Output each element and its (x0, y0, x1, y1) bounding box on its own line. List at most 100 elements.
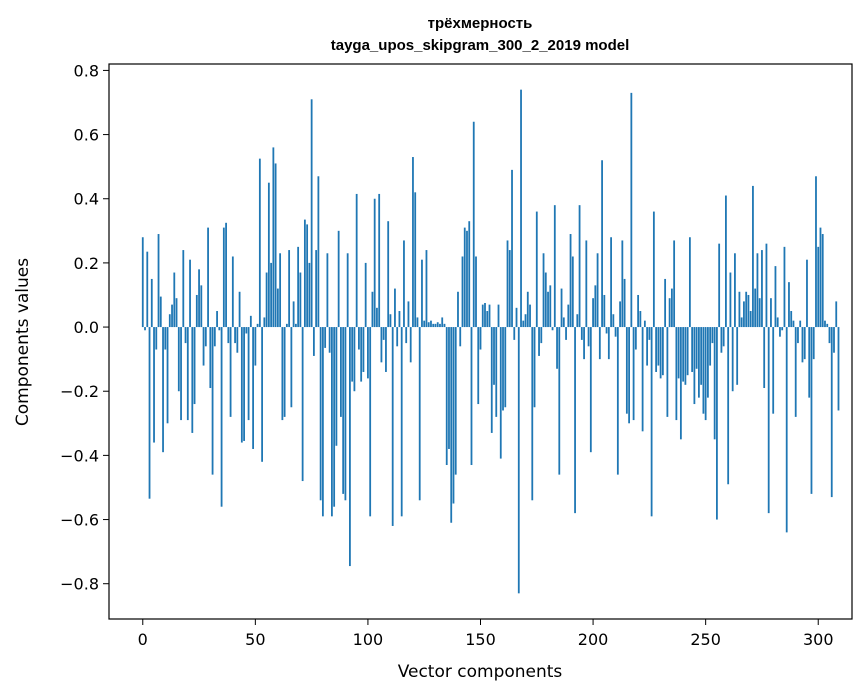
x-tick-label: 100 (353, 630, 384, 649)
bar (758, 298, 761, 328)
bar (222, 227, 225, 328)
bar (576, 314, 579, 328)
bar (409, 327, 412, 363)
bar (243, 327, 245, 441)
bar (389, 314, 392, 328)
bar (722, 327, 725, 347)
bar (801, 327, 804, 363)
bar (743, 301, 745, 328)
bar (229, 327, 232, 417)
bar (202, 327, 205, 366)
bar (668, 298, 671, 328)
bar (779, 327, 781, 337)
bar (835, 301, 838, 328)
bar (686, 327, 689, 376)
bar (524, 314, 527, 328)
bar (445, 327, 448, 466)
bar (652, 211, 655, 328)
bar (355, 193, 358, 328)
bar (256, 323, 259, 328)
bar (770, 298, 772, 328)
bar (249, 315, 252, 328)
bar (299, 272, 302, 328)
bar (328, 327, 331, 353)
bar (321, 327, 324, 517)
bar (144, 327, 146, 331)
bar (358, 327, 360, 350)
bar (484, 303, 486, 328)
bar (204, 327, 207, 347)
bar (639, 311, 642, 328)
bar (826, 323, 829, 328)
bar (177, 327, 180, 392)
bar (198, 269, 200, 328)
bar (288, 250, 291, 328)
bar (450, 327, 453, 523)
bar (454, 327, 457, 475)
bar (765, 243, 768, 328)
bar (405, 327, 408, 344)
bar (571, 256, 574, 328)
bar (605, 327, 608, 334)
chart-subtitle: tayga_upos_skipgram_300_2_2019 model (331, 37, 630, 54)
bar (443, 323, 446, 328)
bar (774, 266, 777, 328)
bar (493, 327, 495, 385)
x-tick-label: 300 (803, 630, 834, 649)
plot-frame (108, 63, 853, 620)
bar (376, 307, 378, 328)
bar (245, 327, 248, 334)
bar (387, 221, 390, 328)
bar (324, 327, 327, 348)
bar (598, 327, 601, 360)
bar (781, 327, 784, 331)
bar (830, 327, 833, 498)
bar (556, 327, 558, 369)
bar (702, 327, 705, 414)
bar (497, 304, 500, 328)
bar (166, 327, 169, 424)
y-axis-label: Components values (13, 258, 33, 426)
bar (828, 327, 831, 344)
bar (362, 327, 365, 372)
bar (749, 311, 752, 328)
bar (360, 327, 363, 382)
bar (792, 320, 795, 328)
y-tick-label: 0.4 (74, 190, 99, 209)
bar (265, 272, 268, 328)
bar (655, 327, 658, 372)
bar (148, 327, 151, 499)
x-tick-label: 200 (578, 630, 609, 649)
bar (810, 327, 813, 494)
bar (529, 304, 531, 328)
bar (508, 250, 511, 328)
bar (340, 327, 342, 417)
bar (281, 327, 284, 421)
bar (425, 250, 428, 328)
bar (159, 296, 162, 328)
bar (403, 240, 405, 328)
bar (799, 320, 802, 328)
bar (540, 327, 543, 344)
bar (261, 327, 263, 462)
bar (292, 301, 295, 328)
x-axis-ticks: 0 50 100 150 200 250 300 (138, 619, 834, 649)
y-tick-label: −0.4 (60, 446, 99, 465)
bar (331, 327, 333, 517)
bar (698, 327, 700, 398)
bar (378, 193, 381, 328)
bar (562, 317, 565, 328)
bar (704, 327, 707, 421)
bar (459, 327, 462, 347)
bar (423, 320, 426, 328)
bar (767, 327, 770, 514)
bar (297, 246, 300, 328)
bar (815, 176, 817, 328)
bar (616, 327, 619, 475)
bar (594, 285, 597, 328)
bar (648, 327, 651, 340)
bar (220, 327, 223, 507)
bar (754, 288, 757, 328)
bar (837, 327, 840, 411)
bar (776, 317, 779, 328)
